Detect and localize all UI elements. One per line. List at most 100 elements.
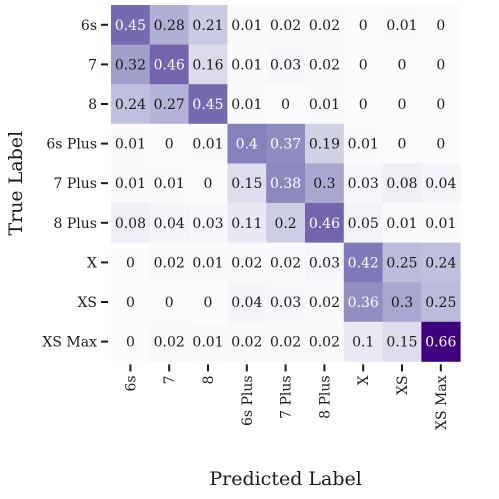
cell-value-label: 0.37	[270, 137, 301, 153]
heatmap-cell	[382, 242, 422, 283]
cell-value-label: 0	[398, 137, 407, 153]
heatmap-cell	[227, 123, 267, 164]
cell-value-label: 0.05	[348, 216, 379, 232]
cell-value-label: 0	[436, 57, 445, 73]
heatmap-cell	[305, 123, 345, 164]
cell-value-label: 0.02	[270, 335, 301, 351]
cell-value-label: 0.24	[115, 97, 146, 113]
heatmap-cell	[421, 84, 461, 125]
heatmap-cell	[227, 282, 267, 323]
cell-value-label: 0.03	[309, 255, 340, 271]
heatmap-cell	[266, 282, 306, 323]
heatmap-cell	[343, 203, 383, 243]
heatmap-cell	[382, 5, 422, 45]
cell-value-label: 0.45	[115, 18, 146, 34]
heatmap-cell	[149, 123, 189, 164]
cell-value-label: 0.02	[154, 255, 185, 271]
heatmap-cell	[382, 321, 422, 362]
cell-value-label: 0.3	[313, 176, 335, 192]
heatmap-cell	[421, 203, 461, 243]
x-tick-label: 7	[162, 375, 178, 384]
heatmap-cell	[227, 321, 267, 362]
y-tick-label: 8 Plus	[54, 216, 97, 232]
heatmap-cell	[305, 321, 345, 362]
cell-value-label: 0	[126, 335, 135, 351]
heatmap-cell	[188, 84, 228, 125]
heatmap-cell	[188, 5, 228, 45]
y-tick-label: XS	[77, 295, 97, 311]
cell-value-label: 0.01	[192, 255, 223, 271]
cell-value-label: 0.46	[309, 216, 340, 232]
heatmap-cell	[305, 203, 345, 243]
heatmap-cell	[382, 44, 422, 85]
heatmap-cell	[227, 44, 267, 85]
y-tick-label: 6s Plus	[46, 137, 97, 153]
cell-value-label: 0.08	[386, 176, 417, 192]
heatmap-cell	[421, 282, 461, 323]
cell-value-label: 0	[281, 97, 290, 113]
heatmap-cell	[382, 203, 422, 243]
cell-value-label: 0	[398, 57, 407, 73]
y-axis-ticks: 6s 7 8 6s Plus 7 Plus 8 Plus X XS XS Max	[42, 18, 108, 351]
heatmap-cell	[305, 163, 345, 204]
heatmap-cell	[305, 44, 345, 85]
cell-value-label: 0	[359, 57, 368, 73]
x-axis-ticks: 6s 7 8 6s Plus 7 Plus 8 Plus X XS XS Max	[123, 364, 450, 430]
y-tick-label: X	[87, 255, 97, 271]
y-tick-label: 8	[88, 97, 97, 113]
x-tick-label: 7 Plus	[279, 375, 295, 418]
cell-value-label: 0.01	[154, 176, 185, 192]
y-tick-label: 7 Plus	[54, 176, 97, 192]
heatmap-cell	[227, 163, 267, 204]
heatmap-cell	[111, 123, 151, 164]
heatmap-cell	[266, 203, 306, 243]
cell-value-label: 0.1	[352, 335, 374, 351]
cell-value-label: 0	[204, 176, 213, 192]
heatmap-cell	[305, 242, 345, 283]
heatmap-cell	[111, 44, 151, 85]
heatmap-cell	[111, 203, 151, 243]
heatmap-cell	[149, 5, 189, 45]
cell-value-label: 0.01	[425, 216, 456, 232]
y-tick-label: 6s	[81, 18, 97, 34]
heatmap-cell	[188, 163, 228, 204]
heatmap-cell	[188, 44, 228, 85]
cell-value-label: 0.02	[154, 335, 185, 351]
heatmap-cell	[343, 5, 383, 45]
x-tick-label: 6s	[123, 375, 139, 391]
x-tick-label: XS	[395, 375, 411, 395]
cell-value-label: 0.11	[231, 216, 262, 232]
heatmap-cell	[421, 5, 461, 45]
cell-value-label: 0.45	[192, 97, 223, 113]
heatmap-cell	[343, 84, 383, 125]
heatmap-cell	[111, 321, 151, 362]
cell-value-label: 0.21	[192, 18, 223, 34]
heatmap-cell	[188, 282, 228, 323]
cell-value-label: 0.46	[154, 57, 185, 73]
heatmap-cell	[343, 242, 383, 283]
cell-value-label: 0	[436, 97, 445, 113]
heatmap-cell	[266, 163, 306, 204]
heatmap-cell	[382, 282, 422, 323]
heatmap-cell	[343, 282, 383, 323]
cell-value-label: 0.02	[309, 18, 340, 34]
cell-value-label: 0.36	[348, 295, 379, 311]
heatmap-cell	[266, 123, 306, 164]
heatmap-cell	[305, 84, 345, 125]
cell-value-label: 0.01	[309, 97, 340, 113]
cell-value-label: 0.02	[231, 255, 262, 271]
heatmap-cell	[227, 5, 267, 45]
heatmap-cell	[188, 123, 228, 164]
cell-value-label: 0	[126, 295, 135, 311]
cell-value-label: 0.01	[231, 57, 262, 73]
heatmap-cell	[266, 5, 306, 45]
cell-value-label: 0.66	[425, 335, 456, 351]
heatmap-cell	[149, 321, 189, 362]
x-tick-label: 8	[201, 375, 217, 384]
cell-value-label: 0.04	[231, 295, 262, 311]
heatmap-cell	[227, 242, 267, 283]
heatmap-cell	[111, 163, 151, 204]
cell-value-label: 0	[359, 97, 368, 113]
cell-value-label: 0.3	[391, 295, 413, 311]
